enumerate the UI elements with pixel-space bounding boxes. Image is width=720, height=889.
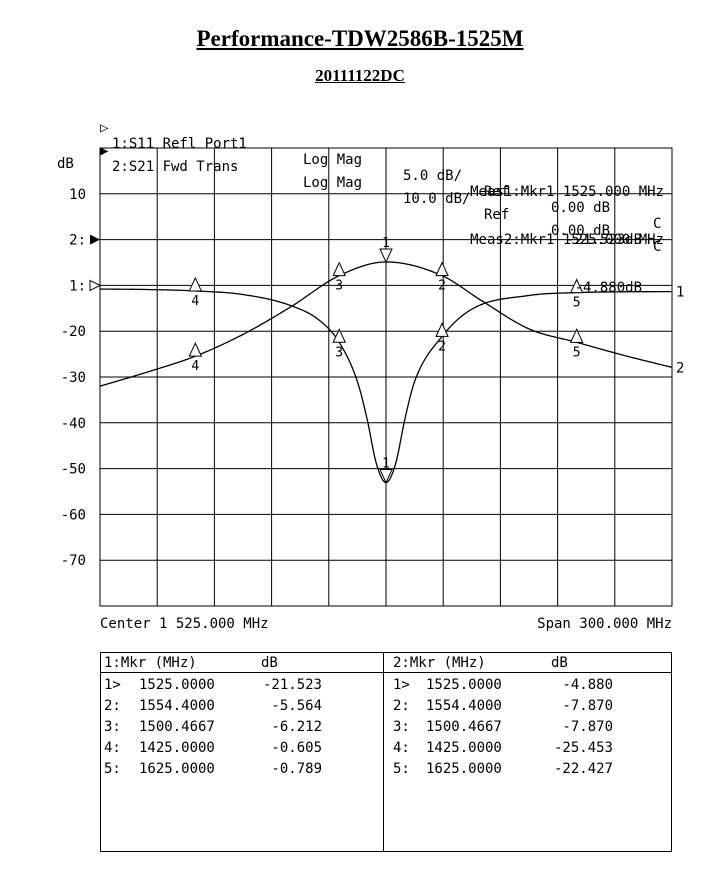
right-row-5-freq: 1625.0000 [426,761,502,777]
y-tick-label: 10 [69,187,86,203]
right-row-3-id: 3: [393,719,410,735]
right-table-header-unit: dB [551,655,568,671]
marker-triangle-icon [189,278,201,291]
marker-label: 3 [335,345,343,360]
trace-2-end-label: 2 [676,360,684,376]
table-divider [383,653,384,851]
y-tick-label: -30 [61,370,86,386]
right-row-4-val: -25.453 [535,740,613,756]
y-tick-label: -50 [61,462,86,478]
meas1-line1: Meas1:Mkr1 1525.000 MHz [470,184,664,200]
table-header-rule [101,672,671,673]
y-tick-label: 2: [69,233,86,249]
left-row-1-id: 1> [104,677,121,693]
right-row-1-id: 1> [393,677,410,693]
ref-arrow-trace2-icon [90,235,100,245]
left-row-2-val: -5.564 [246,698,322,714]
right-row-2-val: -7.870 [535,698,613,714]
trace-1-end-label: 1 [676,285,684,301]
marker-label: 2 [438,339,446,354]
left-row-3-id: 3: [104,719,121,735]
marker-table: 1:Mkr (MHz) dB 2:Mkr (MHz) dB 1> 1525.00… [100,652,672,852]
marker-triangle-icon [436,323,448,336]
center-frequency: Center 1 525.000 MHz [100,616,269,632]
left-row-3-freq: 1500.4667 [139,719,215,735]
right-row-3-val: -7.870 [535,719,613,735]
left-row-4-id: 4: [104,740,121,756]
marker-label: 1 [382,236,390,251]
left-row-2-id: 2: [104,698,121,714]
right-row-5-id: 5: [393,761,410,777]
left-table-header-mkr: 1:Mkr (MHz) [104,655,197,671]
left-row-1-freq: 1525.0000 [139,677,215,693]
marker-triangle-icon [333,263,345,276]
right-row-2-freq: 1554.4000 [426,698,502,714]
meas2-readout: Meas2:Mkr1 1525.000 MHz -4.880dB [470,200,664,312]
left-row-4-freq: 1425.0000 [139,740,215,756]
right-row-4-id: 4: [393,740,410,756]
meas2-line1: Meas2:Mkr1 1525.000 MHz [470,232,664,248]
y-tick-label: 1: [69,278,86,294]
marker-label: 2 [438,279,446,294]
meas2-line2: -4.880dB [470,280,664,296]
left-row-5-freq: 1625.0000 [139,761,215,777]
left-table-header-unit: dB [261,655,278,671]
left-row-2-freq: 1554.4000 [139,698,215,714]
left-row-4-val: -0.605 [246,740,322,756]
y-tick-label: -40 [61,416,86,432]
marker-triangle-icon [436,263,448,276]
y-axis-ticks: 10 2: 1: -20 -30 -40 -50 -60 -70 [61,187,100,569]
marker-label: 4 [191,294,199,309]
y-tick-label: -70 [61,553,86,569]
y-tick-label: -60 [61,507,86,523]
right-row-1-freq: 1525.0000 [426,677,502,693]
right-row-2-id: 2: [393,698,410,714]
span-frequency: Span 300.000 MHz [537,616,672,632]
right-row-4-freq: 1425.0000 [426,740,502,756]
marker-label: 5 [573,345,581,360]
right-row-3-freq: 1500.4667 [426,719,502,735]
right-table-header-mkr: 2:Mkr (MHz) [393,655,486,671]
right-row-5-val: -22.427 [535,761,613,777]
right-row-1-val: -4.880 [535,677,613,693]
left-row-1-val: -21.523 [246,677,322,693]
marker-label: 1 [382,457,390,472]
marker-label: 4 [191,359,199,374]
marker-triangle-icon [189,343,201,356]
marker-label: 3 [335,279,343,294]
y-tick-label: -20 [61,324,86,340]
left-row-5-id: 5: [104,761,121,777]
left-row-5-val: -0.789 [246,761,322,777]
left-row-3-val: -6.212 [246,719,322,735]
ref-arrow-trace1-icon [90,280,100,290]
